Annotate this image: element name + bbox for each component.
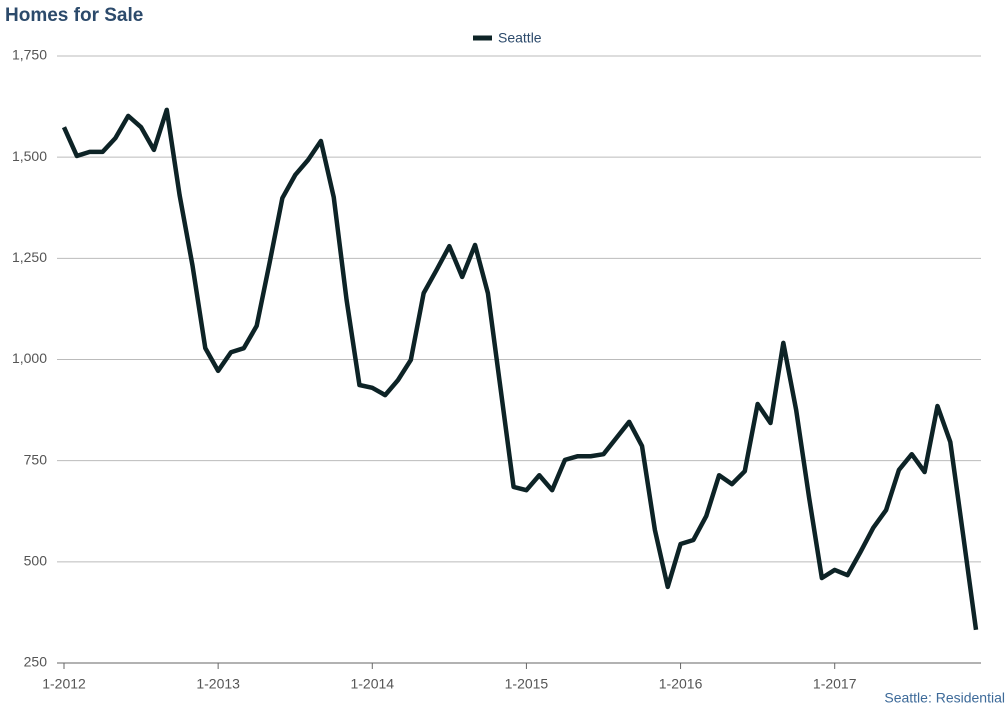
x-tick-label: 1-2012 bbox=[42, 676, 86, 692]
x-tick-label: 1-2014 bbox=[350, 676, 394, 692]
footer: Seattle: Residential bbox=[884, 690, 1005, 706]
y-tick-label: 1,750 bbox=[12, 47, 47, 63]
y-tick-label: 500 bbox=[24, 553, 48, 569]
y-tick-label: 1,500 bbox=[12, 148, 47, 164]
y-tick-label: 1,250 bbox=[12, 249, 47, 265]
chart-title: Homes for Sale bbox=[5, 5, 143, 26]
x-tick-label: 1-2017 bbox=[813, 676, 857, 692]
x-tick-label: 1-2016 bbox=[659, 676, 703, 692]
x-tick-label: 1-2015 bbox=[505, 676, 549, 692]
x-tick-label: 1-2013 bbox=[196, 676, 240, 692]
y-tick-label: 250 bbox=[24, 654, 48, 670]
legend-label: Seattle bbox=[498, 30, 542, 46]
line bbox=[61, 107, 979, 631]
y-tick-label: 1,000 bbox=[12, 350, 47, 366]
y-tick-label: 750 bbox=[24, 451, 48, 467]
